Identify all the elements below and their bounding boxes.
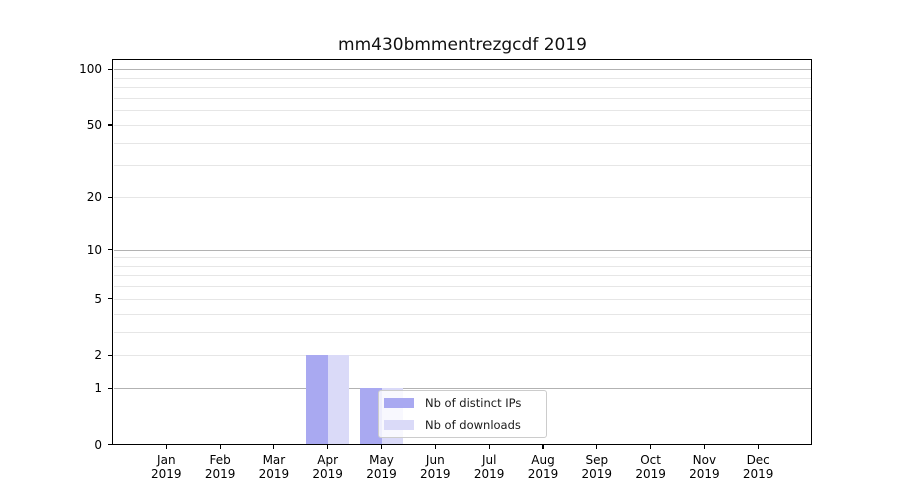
month-label: Jul: [481, 453, 497, 467]
major-gridline: [113, 69, 811, 71]
y-tick: [108, 444, 113, 446]
month-label: Mar: [262, 453, 286, 467]
minor-gridline: [113, 165, 811, 167]
x-tick: [703, 444, 705, 449]
y-tick: [108, 124, 113, 126]
x-tick-label-jan: Jan 2019: [135, 453, 197, 481]
minor-gridline: [113, 275, 811, 277]
x-tick: [488, 444, 490, 449]
minor-gridline: [113, 298, 811, 300]
legend-label-downloads: Nb of downloads: [425, 418, 521, 432]
minor-gridline: [113, 265, 811, 267]
month-label: Aug: [531, 453, 555, 467]
legend-row-distinct-ips: Nb of distinct IPs: [384, 396, 541, 410]
major-gridline: [113, 249, 811, 251]
month-label: Jan: [157, 453, 176, 467]
x-tick: [273, 444, 275, 449]
minor-gridline: [113, 77, 811, 79]
year-label: 2019: [473, 467, 505, 481]
year-label: 2019: [151, 467, 182, 481]
y-tick-label: 10: [86, 242, 102, 257]
month-label: Oct: [640, 453, 661, 467]
x-tick-label-oct: Oct 2019: [620, 453, 682, 481]
year-label: 2019: [742, 467, 774, 481]
x-tick: [219, 444, 221, 449]
month-label: Dec: [746, 453, 770, 467]
chart-title: mm430bmmentrezgcdf 2019: [338, 35, 587, 55]
x-tick-label-dec: Dec 2019: [727, 453, 789, 481]
x-tick: [596, 444, 598, 449]
x-tick: [757, 444, 759, 449]
year-label: 2019: [366, 467, 397, 481]
minor-gridline: [113, 124, 811, 126]
year-label: 2019: [258, 467, 290, 481]
x-tick-label-jul: Jul 2019: [458, 453, 520, 481]
x-tick-label-aug: Aug 2019: [512, 453, 574, 481]
x-tick: [650, 444, 652, 449]
x-tick-label-jun: Jun 2019: [404, 453, 466, 481]
month-label: Sep: [585, 453, 609, 467]
x-tick: [380, 444, 383, 449]
year-label: 2019: [312, 467, 343, 481]
x-tick-label-feb: Feb 2019: [189, 453, 251, 481]
distinct-ips-swatch-icon: [384, 398, 414, 408]
minor-gridline: [113, 142, 811, 144]
y-tick: [108, 354, 113, 356]
x-tick-label-sep: Sep 2019: [566, 453, 628, 481]
legend-label-distinct-ips: Nb of distinct IPs: [425, 396, 522, 410]
x-tick: [542, 444, 544, 449]
minor-gridline: [113, 286, 811, 288]
y-tick-label: 0: [94, 437, 102, 452]
x-tick: [327, 444, 329, 449]
major-gridline: [113, 388, 811, 390]
x-tick-label-apr: Apr 2019: [297, 453, 359, 481]
month-label: Nov: [692, 453, 717, 467]
minor-gridline: [113, 313, 811, 315]
y-tick: [108, 387, 113, 389]
y-tick: [108, 298, 113, 300]
minor-gridline: [113, 98, 811, 99]
y-tick-label: 50: [86, 117, 102, 132]
minor-gridline: [113, 110, 811, 112]
year-label: 2019: [581, 467, 613, 481]
y-tick-label: 2: [94, 348, 102, 363]
month-label: Jun: [425, 453, 445, 467]
plot-area-border: [112, 59, 812, 445]
minor-gridline: [113, 331, 811, 333]
x-tick: [434, 444, 436, 449]
minor-gridline: [113, 197, 811, 198]
x-tick: [165, 444, 167, 449]
year-label: 2019: [689, 467, 720, 481]
downloads-swatch-icon: [384, 420, 414, 430]
month-label: Feb: [209, 453, 231, 467]
bar-apr-distinct-ips: [306, 355, 328, 445]
x-tick-label-mar: Mar 2019: [243, 453, 305, 481]
y-tick: [108, 196, 113, 198]
year-label: 2019: [204, 467, 236, 481]
bar-may-distinct-ips: [360, 388, 382, 445]
minor-gridline: [113, 257, 811, 259]
year-label: 2019: [420, 467, 451, 481]
y-tick-label: 1: [94, 381, 102, 396]
year-label: 2019: [635, 467, 666, 481]
minor-gridline: [113, 87, 811, 89]
x-tick-label-may: May 2019: [351, 453, 413, 481]
y-tick-label: 20: [86, 190, 102, 204]
bar-apr-downloads: [327, 355, 350, 445]
y-tick-label: 100: [79, 62, 102, 77]
minor-gridline: [113, 355, 811, 357]
month-label: May: [369, 453, 394, 467]
year-label: 2019: [527, 467, 559, 481]
legend-row-downloads: Nb of downloads: [384, 418, 541, 432]
y-tick-label: 5: [94, 291, 102, 306]
x-tick-label-nov: Nov 2019: [673, 453, 735, 481]
legend: Nb of distinct IPs Nb of downloads: [378, 390, 547, 438]
month-label: Apr: [317, 453, 339, 467]
y-tick: [108, 249, 113, 251]
y-tick: [108, 68, 113, 70]
